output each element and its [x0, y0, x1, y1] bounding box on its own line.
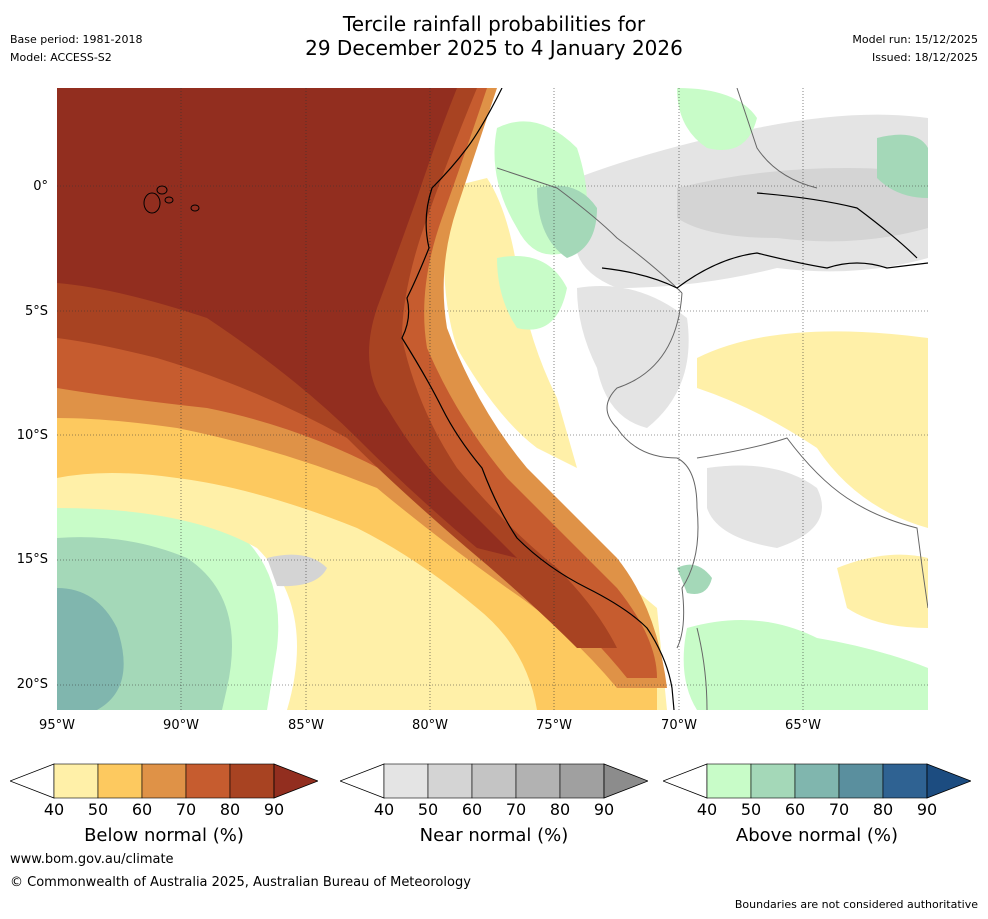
colorbar-above-normal: Above normal (%) 40 50 60 70 80 90: [663, 762, 971, 846]
rio-negro-river: [756, 192, 918, 259]
colorbar-tick-label: 70: [175, 800, 197, 819]
colorbar-below-svg: [10, 763, 318, 799]
issued-text: Issued: 18/12/2025: [871, 51, 978, 64]
colorbar-segment: [838, 763, 884, 799]
lat-label-10s: 10°S: [16, 428, 48, 443]
colorbar-left-extend: [10, 763, 55, 799]
model-run-text: Model run: 15/12/2025: [852, 33, 978, 46]
border-bolivia-chile: [696, 627, 708, 711]
colorbar-above-svg: [663, 763, 971, 799]
colorbar-segment: [185, 763, 231, 799]
colorbar-tick-label: 70: [505, 800, 527, 819]
colorbar-segment: [53, 763, 99, 799]
meta-left: Base period: 1981-2018 Model: ACCESS-S2: [10, 31, 142, 67]
colorbar-tick-label: 50: [740, 800, 762, 819]
below-normal-orange-band: [57, 388, 657, 710]
colorbar-above-title: Above normal (%): [735, 825, 899, 846]
meta-right: Model run: 15/12/2025 Issued: 18/12/2025: [852, 31, 978, 67]
colorbar-segment: [229, 763, 275, 799]
colorbar-tick-label: 40: [373, 800, 395, 819]
colorbar-near-title: Near normal (%): [419, 825, 569, 846]
border-north: [736, 87, 818, 189]
lat-label-15s: 15°S: [16, 552, 48, 567]
lon-label-95w: 95°W: [39, 718, 75, 733]
galapagos-islands: [143, 185, 200, 214]
colorbar-segment: [141, 763, 187, 799]
above-normal-se-green: [683, 620, 928, 710]
colorbar-tick-label: 80: [549, 800, 571, 819]
colorbar-segment: [515, 763, 561, 799]
map-title: Tercile rainfall probabilities for 29 De…: [0, 12, 988, 60]
lon-label-80w: 80°W: [412, 718, 448, 733]
border-ecuador-peru: [496, 167, 683, 294]
title-line-1: Tercile rainfall probabilities for: [342, 12, 646, 36]
map-canvas: [57, 87, 929, 711]
colorbar-right-extend: [926, 763, 971, 799]
rainfall-probability-map: [57, 87, 929, 711]
lon-label-65w: 65°W: [785, 718, 821, 733]
colorbar-tick-label: 60: [131, 800, 153, 819]
colorbar-tick-label: 80: [219, 800, 241, 819]
colorbar-right-extend: [603, 763, 648, 799]
colorbar-segment: [750, 763, 796, 799]
title-line-2: 29 December 2025 to 4 January 2026: [305, 36, 683, 60]
border-bolivia-brazil: [696, 437, 929, 609]
colorbar-tick-label: 60: [461, 800, 483, 819]
colorbar-tick-label: 90: [916, 800, 938, 819]
lon-label-90w: 90°W: [163, 718, 199, 733]
website-link[interactable]: www.bom.gov.au/climate: [10, 852, 174, 867]
colorbar-segment: [471, 763, 517, 799]
above-normal-ne-green: [877, 134, 928, 198]
colorbar-segment: [383, 763, 429, 799]
colorbar-segment: [427, 763, 473, 799]
lake-titicaca-region: [677, 564, 712, 594]
lat-label-0: 0°: [33, 179, 48, 194]
near-normal-south-grey: [707, 465, 822, 548]
colorbar-below-normal: Below normal (%) 40 50 60 70 80 90: [10, 762, 318, 846]
above-normal-north-green: [677, 88, 757, 150]
base-period-text: Base period: 1981-2018: [10, 33, 143, 46]
lat-label-20s: 20°S: [16, 677, 48, 692]
colorbar-near-svg: [340, 763, 648, 799]
graticule: [57, 88, 928, 710]
colorbar-segment: [559, 763, 605, 799]
colorbar-segment: [794, 763, 840, 799]
model-text: Model: ACCESS-S2: [10, 51, 112, 64]
lon-label-70w: 70°W: [661, 718, 697, 733]
colorbar-right-extend: [273, 763, 318, 799]
colorbar-near-normal: Near normal (%) 40 50 60 70 80 90: [340, 762, 648, 846]
lon-label-85w: 85°W: [288, 718, 324, 733]
colorbar-left-extend: [340, 763, 385, 799]
copyright-text: © Commonwealth of Australia 2025, Austra…: [10, 875, 471, 890]
colorbar-tick-label: 50: [417, 800, 439, 819]
colorbar-tick-label: 40: [696, 800, 718, 819]
colorbar-tick-label: 50: [87, 800, 109, 819]
lat-label-5s: 5°S: [24, 304, 48, 319]
below-normal-max-region: [57, 88, 517, 558]
colorbar-tick-label: 80: [872, 800, 894, 819]
near-normal-grey: [677, 168, 928, 242]
colorbar-tick-label: 90: [593, 800, 615, 819]
disclaimer-text: Boundaries are not considered authoritat…: [734, 898, 978, 911]
colorbar-segment: [97, 763, 143, 799]
border-peru-brazil-bolivia: [606, 292, 699, 649]
southeast-yellow-region: [837, 554, 928, 628]
near-normal-central-grey: [577, 286, 689, 428]
coastline: [401, 87, 675, 711]
colorbar-segment: [882, 763, 928, 799]
colorbar-left-extend: [663, 763, 708, 799]
above-normal-sw-strong: [57, 588, 124, 710]
colorbar-tick-label: 60: [784, 800, 806, 819]
lon-label-75w: 75°W: [536, 718, 572, 733]
colorbar-tick-label: 40: [43, 800, 65, 819]
colorbar-segment: [706, 763, 752, 799]
colorbar-below-title: Below normal (%): [84, 825, 244, 846]
above-normal-inland-core: [537, 185, 597, 258]
amazon-river: [601, 252, 929, 289]
coastal-yellow-strip: [443, 178, 577, 468]
east-yellow-region: [697, 331, 928, 528]
near-normal-small-grey: [267, 554, 327, 587]
colorbar-tick-label: 70: [828, 800, 850, 819]
colorbar-tick-label: 90: [263, 800, 285, 819]
